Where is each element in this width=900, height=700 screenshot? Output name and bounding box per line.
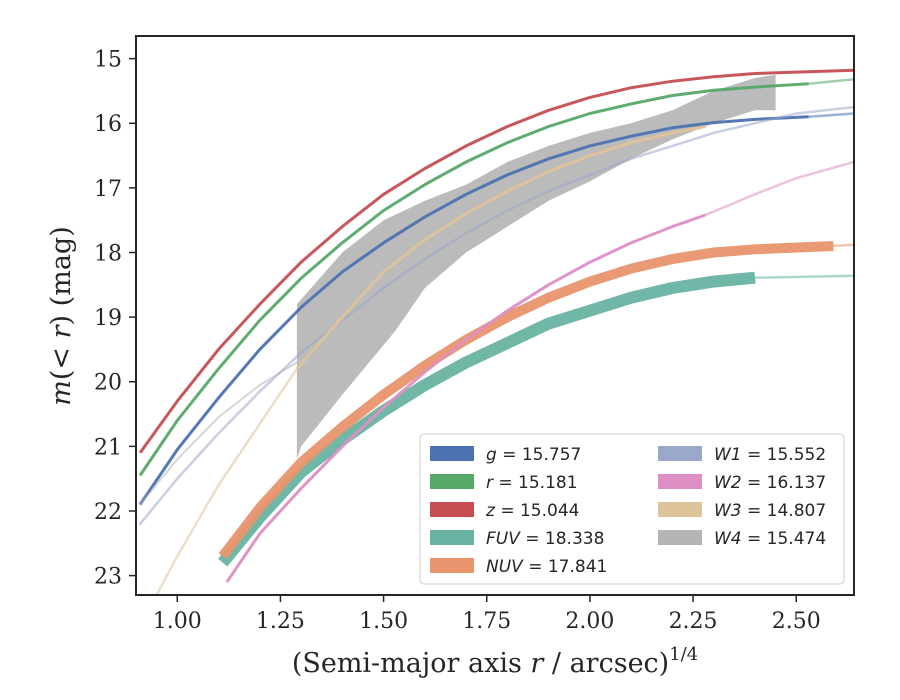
legend-label-nuv: NUV = 17.841 xyxy=(486,557,607,577)
legend-label-w3: W3 = 14.807 xyxy=(714,501,826,521)
legend-label-g: g = 15.757 xyxy=(486,445,581,465)
legend-swatch-nuv xyxy=(430,558,474,573)
series-g-extrapolation xyxy=(807,112,854,119)
legend: g = 15.757 r = 15.181 z = 15.044 FUV = 18.3… xyxy=(419,433,845,585)
series-w4-band xyxy=(296,74,776,460)
x-tick-label: 2.00 xyxy=(565,609,614,634)
series-fuv-extrapolation xyxy=(753,274,854,279)
y-tick-label: 17 xyxy=(94,177,122,202)
series-w2-line xyxy=(225,213,706,583)
series-w3-line xyxy=(295,125,706,370)
y-axis-title: m(< r) (mag) xyxy=(46,226,77,405)
legend-label-z: z = 15.044 xyxy=(485,501,579,521)
legend-label-w1: W1 = 15.552 xyxy=(714,445,826,465)
series-w4-extrapolation xyxy=(139,361,298,506)
series-nuv-line xyxy=(218,241,834,560)
x-axis-ticks: 1.00 1.25 1.50 1.75 2.00 2.25 2.50 xyxy=(153,595,821,634)
x-tick-label: 1.25 xyxy=(256,609,305,634)
x-tick-label: 1.50 xyxy=(359,609,408,634)
x-tick-label: 1.75 xyxy=(462,609,511,634)
x-tick-label: 1.00 xyxy=(153,609,202,634)
series-nuv-extrapolation xyxy=(832,243,854,248)
y-tick-label: 23 xyxy=(94,565,122,590)
y-tick-label: 22 xyxy=(94,500,122,525)
legend-swatch-z xyxy=(430,502,474,517)
x-tick-label: 2.25 xyxy=(669,609,718,634)
series-g-line xyxy=(138,115,809,506)
series-r-extrapolation xyxy=(807,78,854,86)
legend-label-fuv: FUV = 18.338 xyxy=(486,529,604,549)
y-tick-label: 16 xyxy=(94,112,122,137)
y-tick-label: 21 xyxy=(94,435,122,460)
series-r-line xyxy=(138,82,809,477)
legend-swatch-w1 xyxy=(658,446,702,461)
series-fuv-line xyxy=(218,271,756,567)
legend-swatch-g xyxy=(430,446,474,461)
series-z-line xyxy=(138,68,854,454)
legend-swatch-fuv xyxy=(430,530,474,545)
x-tick-label: 2.50 xyxy=(772,609,821,634)
legend-label-r: r = 15.181 xyxy=(486,473,578,493)
y-axis-ticks: 15 16 17 18 19 20 21 22 23 xyxy=(94,48,136,590)
y-tick-label: 19 xyxy=(94,306,122,331)
legend-swatch-w2 xyxy=(658,474,702,489)
legend-label-w2: W2 = 16.137 xyxy=(714,473,826,493)
legend-swatch-r xyxy=(430,474,474,489)
plot-frame xyxy=(135,35,855,596)
series-layer xyxy=(138,68,854,595)
legend-swatch-w3 xyxy=(658,502,702,517)
y-tick-label: 18 xyxy=(94,241,122,266)
legend-label-w4: W4 = 15.474 xyxy=(714,529,826,549)
series-w1-extrapolation xyxy=(138,105,854,526)
series-w2-extrapolation xyxy=(704,160,854,217)
legend-swatch-w4 xyxy=(658,530,702,545)
series-w3-extrapolation xyxy=(155,367,299,595)
y-tick-label: 15 xyxy=(94,48,122,73)
y-tick-label: 20 xyxy=(94,371,122,396)
x-axis-title: (Semi-major axis r / arcsec)1/4 xyxy=(292,644,698,679)
legend-frame xyxy=(419,433,845,585)
